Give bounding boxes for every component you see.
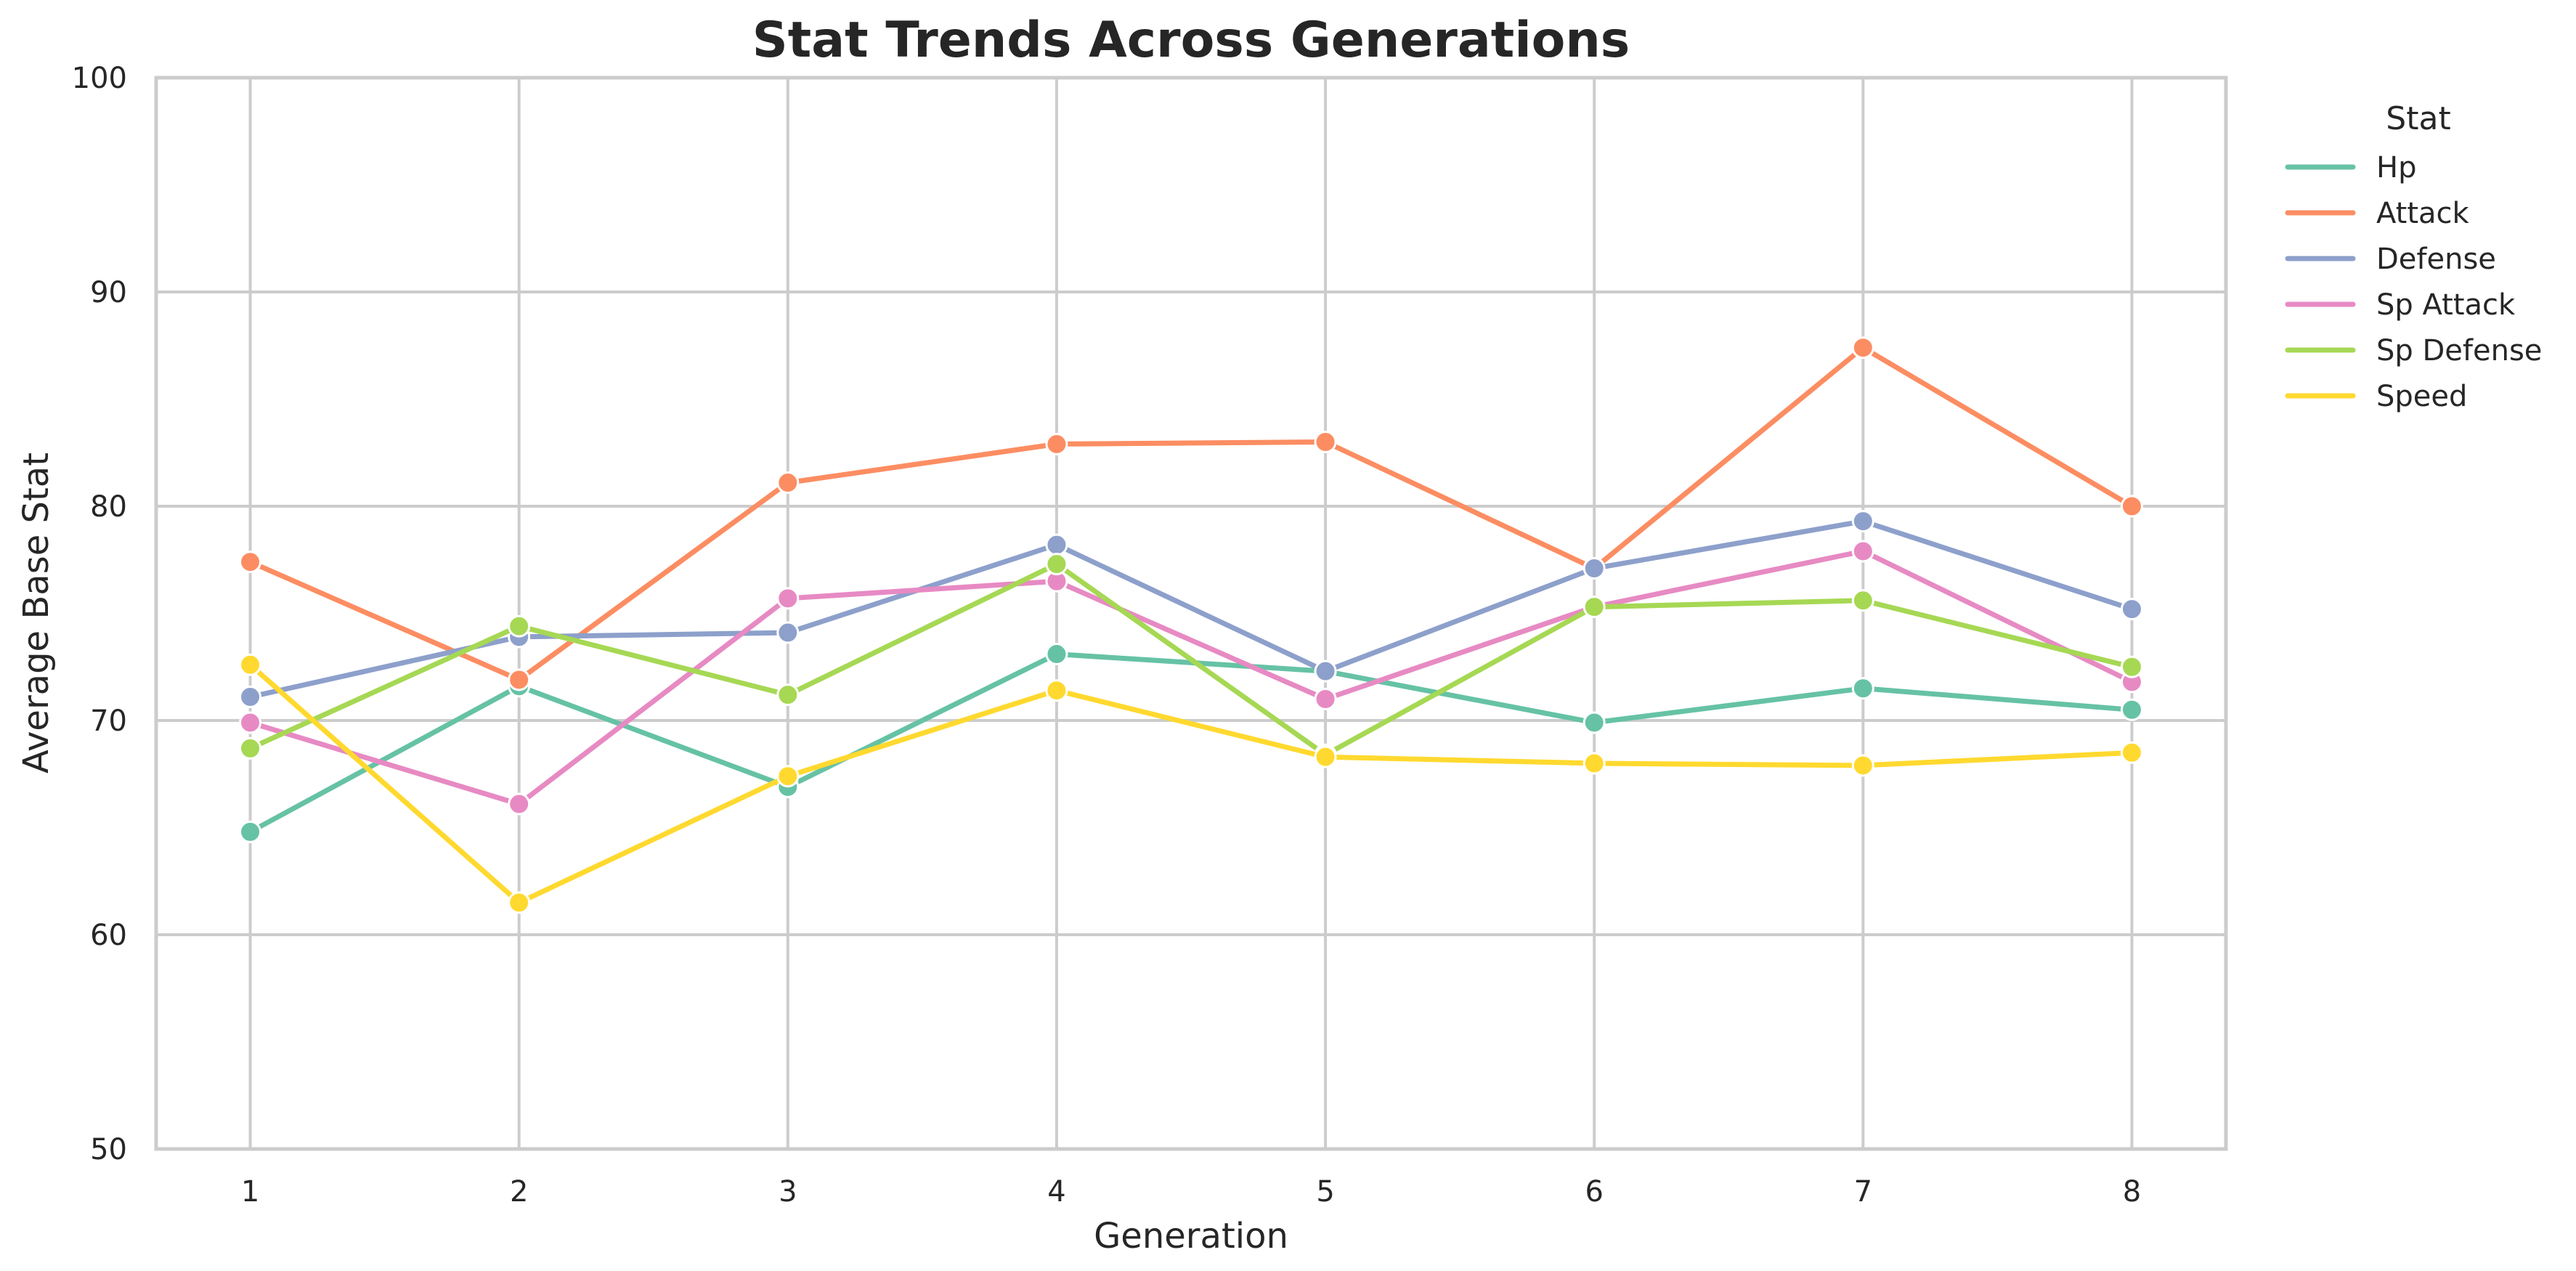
data-point-sp-attack (1314, 688, 1337, 710)
x-tick-label: 5 (1316, 1175, 1334, 1209)
data-point-hp (1851, 677, 1874, 700)
data-point-sp-defense (2120, 655, 2143, 678)
data-point-sp-attack (1851, 540, 1874, 563)
data-point-speed (2120, 741, 2143, 764)
data-point-speed (239, 653, 262, 676)
data-point-defense (239, 686, 262, 709)
x-tick-label: 4 (1047, 1175, 1065, 1209)
data-point-speed (508, 891, 531, 914)
data-point-attack (239, 551, 262, 574)
data-point-speed (776, 765, 800, 788)
data-point-speed (1045, 679, 1068, 702)
data-point-attack (776, 471, 800, 495)
x-tick-label: 3 (779, 1175, 797, 1209)
data-point-speed (1582, 752, 1606, 775)
data-point-sp-attack (239, 711, 262, 734)
series-line-speed (248, 662, 2134, 906)
y-tick-label: 100 (72, 62, 127, 95)
data-point-defense (1582, 557, 1606, 580)
series-line-sp-defense (248, 561, 2134, 758)
data-point-sp-defense (776, 683, 800, 707)
data-point-speed (1851, 754, 1874, 777)
y-tick-label: 70 (90, 704, 127, 738)
series-lines (239, 336, 2143, 914)
series-line-hp (248, 651, 2134, 835)
plot-frame (154, 76, 2228, 1151)
y-tick-label: 50 (90, 1133, 127, 1166)
x-tick-label: 6 (1585, 1175, 1603, 1209)
chart-title: Stat Trends Across Generations (752, 12, 1630, 69)
legend-label-attack: Attack (2376, 197, 2470, 230)
y-axis-label: Average Base Stat (16, 452, 57, 773)
data-point-hp (2120, 698, 2143, 721)
data-point-attack (508, 668, 531, 691)
legend-label-defense: Defense (2376, 243, 2496, 276)
y-tick-label: 90 (90, 276, 127, 309)
data-point-attack (1851, 336, 1874, 360)
data-point-hp (1582, 711, 1606, 734)
x-tick-labels: 1 2 3 4 5 6 7 8 (241, 1175, 2141, 1209)
data-point-sp-defense (1851, 589, 1874, 612)
x-axis-label: Generation (1094, 1216, 1288, 1256)
series-line-sp-attack (248, 548, 2134, 807)
data-point-hp (1045, 643, 1068, 666)
x-tick-label: 8 (2123, 1175, 2141, 1209)
data-point-defense (1314, 659, 1337, 683)
data-point-defense (1045, 533, 1068, 556)
legend-label-hp: Hp (2376, 151, 2416, 184)
legend-label-sp-defense: Sp Defense (2376, 334, 2542, 368)
data-point-sp-defense (1045, 553, 1068, 576)
data-point-defense (1851, 510, 1874, 533)
legend: Stat Hp Attack Defense Sp Attack Sp Defense S… (2285, 100, 2542, 413)
legend-title: Stat (2386, 100, 2450, 137)
x-tick-label: 1 (241, 1175, 259, 1209)
legend-label-speed: Speed (2376, 380, 2467, 413)
data-point-hp (239, 820, 262, 843)
data-point-attack (2120, 495, 2143, 518)
data-point-sp-defense (239, 736, 262, 760)
data-point-sp-defense (1582, 596, 1606, 619)
x-tick-label: 7 (1854, 1175, 1872, 1209)
data-point-defense (2120, 598, 2143, 621)
data-point-attack (1314, 431, 1337, 453)
x-tick-label: 2 (510, 1175, 528, 1209)
series-line-attack (248, 345, 2134, 683)
y-tick-label: 60 (90, 919, 127, 952)
data-point-attack (1045, 432, 1068, 455)
data-point-speed (1314, 745, 1337, 768)
y-tick-label: 80 (90, 490, 127, 524)
data-point-sp-attack (508, 792, 531, 816)
legend-label-sp-attack: Sp Attack (2376, 288, 2516, 322)
data-point-sp-defense (508, 614, 531, 638)
data-point-defense (776, 621, 800, 644)
data-point-sp-attack (776, 587, 800, 610)
y-tick-labels: 50 60 70 80 90 100 (72, 62, 127, 1166)
